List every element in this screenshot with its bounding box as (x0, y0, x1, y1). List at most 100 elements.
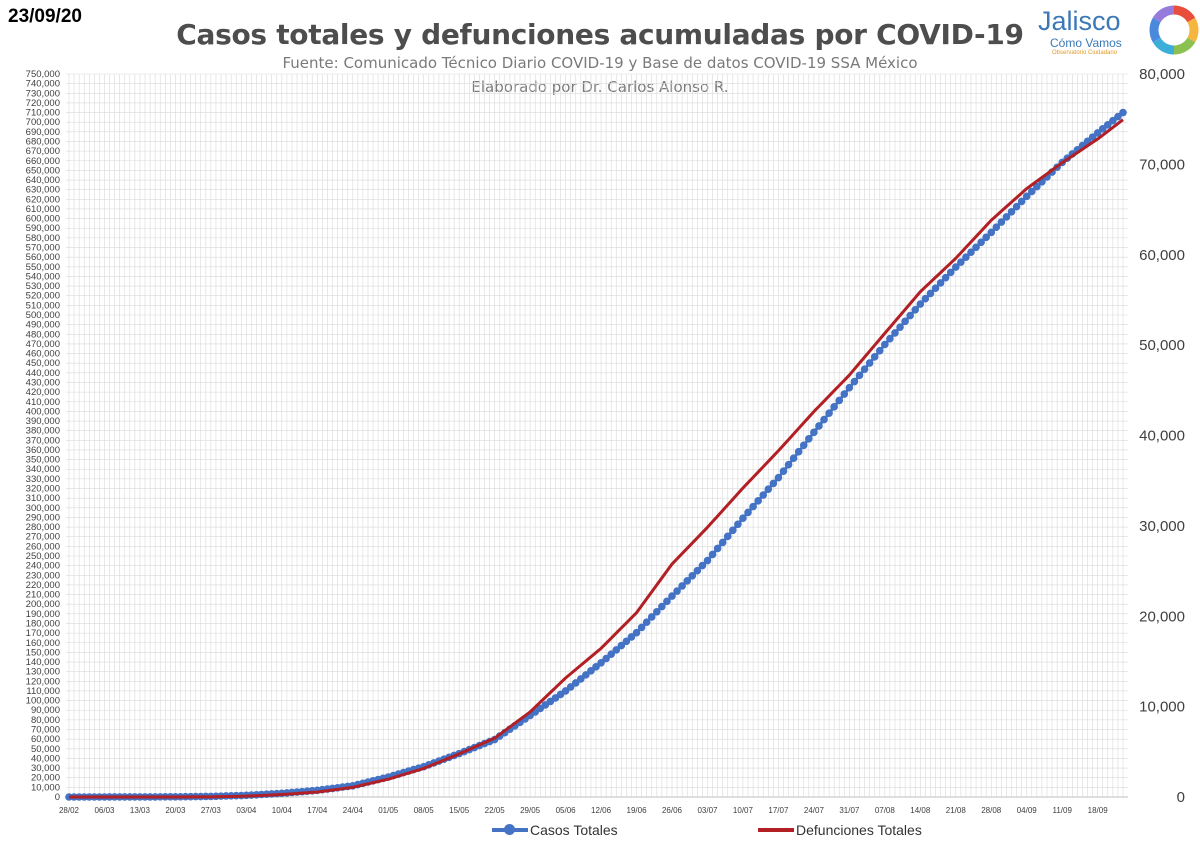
data-point-casos (967, 248, 975, 257)
y-left-tick-label: 230,000 (26, 570, 60, 581)
y-left-tick-label: 640,000 (26, 175, 60, 186)
data-point-casos (612, 646, 621, 654)
y-left-tick-label: 520,000 (26, 291, 60, 302)
data-point-casos (779, 467, 788, 475)
x-tick-label: 17/04 (307, 806, 328, 815)
y-left-tick-label: 260,000 (26, 541, 60, 552)
legend-defunciones-swatch (758, 828, 794, 832)
x-tick-label: 21/08 (946, 806, 967, 815)
data-point-casos (637, 623, 646, 632)
x-tick-label: 08/05 (414, 806, 435, 815)
y-left-tick-label: 50,000 (31, 744, 60, 755)
data-point-casos (759, 491, 768, 499)
data-point-casos (870, 353, 879, 361)
y-left-tick-label: 720,000 (26, 98, 60, 109)
y-left-tick-label: 480,000 (26, 329, 60, 340)
x-tick-label: 24/07 (804, 806, 825, 815)
data-point-casos (810, 428, 818, 437)
chart-author-subtitle: Elaborado por Dr. Carlos Alonso R. (471, 78, 729, 96)
y-left-tick-label: 120,000 (26, 676, 60, 687)
data-point-casos (820, 415, 828, 424)
logo-ring-segment (1187, 17, 1199, 43)
logo-ring-segment (1173, 5, 1196, 23)
data-point-casos (789, 454, 798, 463)
data-point-casos (901, 317, 909, 326)
y-left-tick-label: 130,000 (26, 667, 60, 678)
y-left-tick-label: 300,000 (26, 503, 60, 514)
series-line-defunciones (69, 118, 1124, 799)
data-point-casos (972, 243, 980, 252)
data-point-casos (698, 561, 707, 570)
y-left-tick-label: 550,000 (26, 262, 60, 273)
y-left-tick-label: 10,000 (31, 782, 60, 793)
data-point-casos (566, 683, 575, 691)
x-tick-label: 10/07 (733, 806, 754, 815)
y-left-tick-label: 80,000 (31, 715, 60, 726)
x-tick-label: 18/09 (1088, 806, 1109, 815)
data-point-casos (926, 289, 935, 298)
y-left-tick-label: 490,000 (26, 320, 60, 331)
y-left-tick-label: 390,000 (26, 416, 60, 427)
data-point-casos (906, 311, 914, 320)
x-tick-label: 19/06 (627, 806, 648, 815)
y-left-tick-label: 180,000 (26, 618, 60, 629)
data-point-casos (805, 434, 813, 443)
y-left-tick-label: 590,000 (26, 223, 60, 234)
y-left-tick-label: 660,000 (26, 156, 60, 167)
data-point-casos (886, 334, 894, 343)
y-left-tick-label: 400,000 (26, 406, 60, 417)
y-left-tick-label: 540,000 (26, 271, 60, 282)
x-tick-label: 28/02 (59, 806, 80, 815)
y-left-tick-label: 620,000 (26, 194, 60, 205)
data-point-casos (1114, 112, 1122, 121)
y-right-tick-label: 20,000 (1139, 608, 1185, 625)
y-left-tick-label: 110,000 (26, 686, 60, 697)
y-left-tick-label: 470,000 (26, 339, 60, 350)
y-left-tick-label: 240,000 (26, 561, 60, 572)
y-left-tick-label: 600,000 (26, 214, 60, 225)
data-point-casos (1098, 125, 1107, 133)
data-point-casos (592, 663, 600, 671)
logo-subtitle: Cómo Vamos (1050, 36, 1122, 50)
data-point-casos (982, 233, 990, 242)
data-point-casos (723, 532, 732, 541)
legend-item-defunciones: Defunciones Totales (758, 818, 922, 842)
y-left-tick-label: 500,000 (26, 310, 60, 321)
y-left-tick-label: 580,000 (26, 233, 60, 244)
data-point-casos (718, 538, 727, 547)
y-left-tick-label: 450,000 (26, 358, 60, 369)
y-left-tick-label: 210,000 (26, 590, 60, 601)
y-left-tick-label: 680,000 (26, 136, 60, 147)
y-left-tick-label: 690,000 (26, 127, 60, 138)
data-point-casos (1103, 120, 1112, 129)
data-point-casos (642, 618, 651, 626)
x-axis-labels: 28/02 06/03 13/03 20/03 27/03 03/04 10/04 17/04… (59, 806, 1108, 815)
data-point-casos (683, 577, 692, 585)
y-left-tick-label: 310,000 (26, 493, 60, 504)
y-left-tick-label: 160,000 (26, 638, 60, 649)
y-left-tick-label: 630,000 (26, 185, 60, 196)
data-point-casos (997, 218, 1006, 226)
y-left-tick-label: 750,000 (26, 69, 60, 80)
y-right-tick-label: 10,000 (1139, 699, 1185, 716)
y-left-tick-label: 610,000 (26, 204, 60, 215)
jalisco-como-vamos-logo: Jalisco Cómo Vamos Observatorio Ciudadan… (1030, 4, 1199, 64)
data-point-casos (668, 592, 676, 600)
y-left-tick-label: 150,000 (26, 647, 60, 658)
data-point-casos (703, 556, 712, 565)
x-tick-label: 03/07 (697, 806, 718, 815)
logo-tagline: Observatorio Ciudadano (1052, 50, 1118, 56)
y-left-tick-label: 650,000 (26, 165, 60, 176)
x-tick-label: 04/09 (1017, 806, 1038, 815)
data-point-casos (1007, 207, 1016, 216)
chart-source-subtitle: Fuente: Comunicado Técnico Diario COVID-… (282, 54, 918, 72)
data-point-casos (1033, 182, 1041, 191)
data-point-casos (1027, 187, 1036, 196)
data-point-casos (916, 300, 925, 308)
data-point-casos (587, 667, 595, 675)
y-left-tick-label: 670,000 (26, 146, 60, 157)
grid-vertical-lines (68, 74, 1124, 797)
y-left-tick-label: 740,000 (26, 79, 60, 90)
data-point-casos (921, 294, 930, 303)
data-point-casos (739, 514, 747, 523)
